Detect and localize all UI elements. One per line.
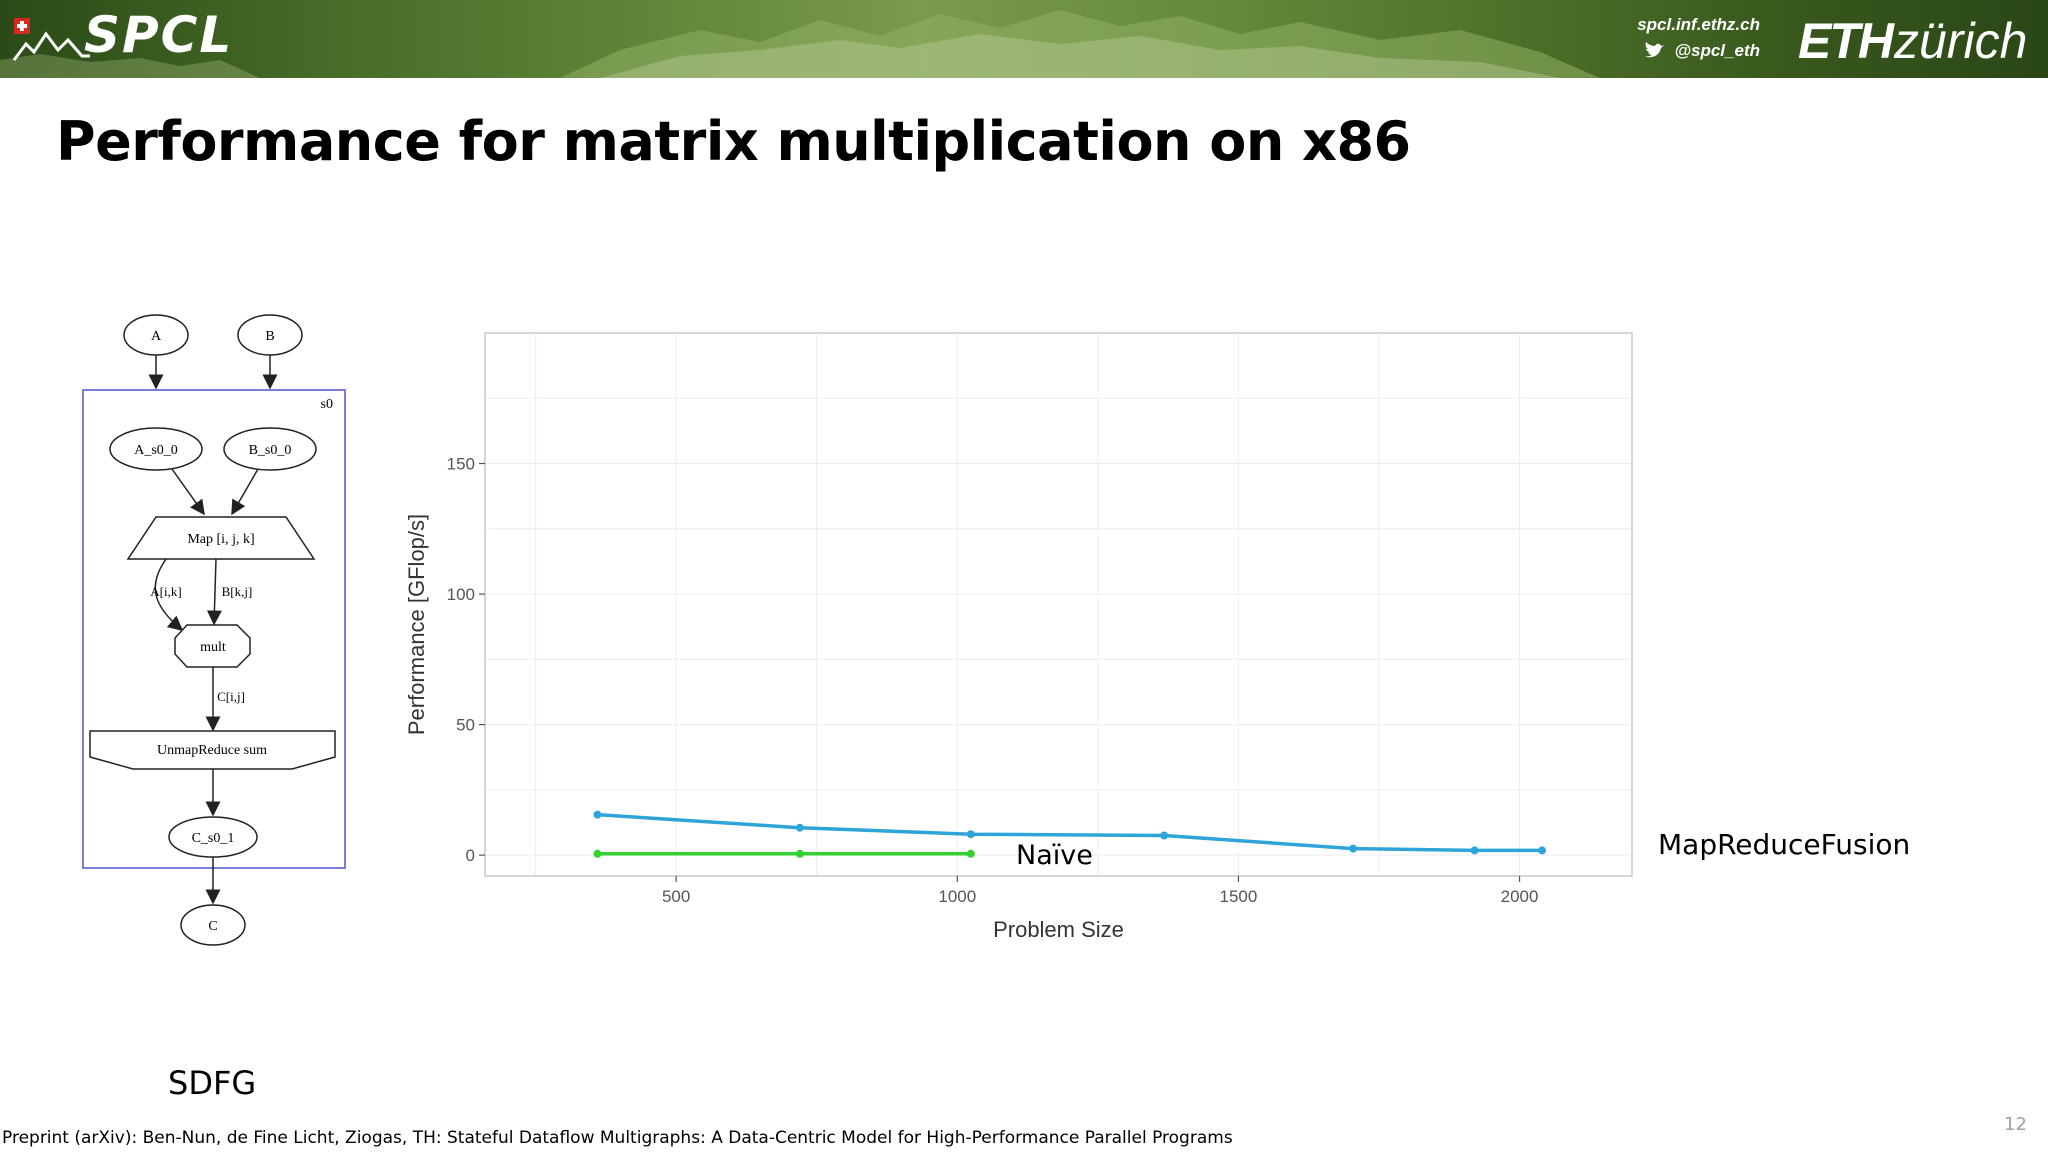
axis-ticks: 500 1000 1500 2000 0 50 100 150 bbox=[447, 455, 1539, 906]
unmap-reduce-node bbox=[89, 730, 336, 770]
sdfg-diagram: s0 A B A_s0_0 B_s0_0 Map [i, j, k] A[i,k… bbox=[82, 314, 346, 946]
data-point bbox=[795, 849, 804, 858]
footnote-citation: Preprint (arXiv): Ben-Nun, de Fine Licht… bbox=[2, 1128, 1233, 1148]
node-c-s0-label: C_s0_1 bbox=[192, 831, 235, 846]
data-series bbox=[593, 810, 1547, 858]
series-label-naive: Naïve bbox=[1016, 840, 1093, 871]
y-tick-label: 150 bbox=[447, 455, 475, 474]
chart-grid bbox=[485, 332, 1632, 876]
page-number: 12 bbox=[2004, 1114, 2027, 1135]
data-point bbox=[593, 849, 602, 858]
node-b-s0 bbox=[223, 427, 317, 471]
slide-title: Performance for matrix multiplication on… bbox=[56, 110, 1411, 173]
twitter-handle[interactable]: @spcl_eth bbox=[1642, 41, 1760, 61]
spcl-mountain-logo bbox=[12, 18, 90, 61]
node-b-label: B bbox=[265, 329, 274, 344]
data-point bbox=[593, 810, 602, 819]
y-tick-label: 50 bbox=[456, 716, 475, 735]
node-a-s0 bbox=[109, 427, 203, 471]
data-point bbox=[1538, 846, 1547, 855]
y-axis-label: Performance [GFlop/s] bbox=[404, 514, 429, 735]
map-entry-node bbox=[126, 516, 316, 560]
y-tick-label: 100 bbox=[447, 585, 475, 604]
data-point bbox=[795, 823, 804, 832]
performance-chart: 500 1000 1500 2000 0 50 100 150 Problem Size Pe… bbox=[404, 332, 1633, 942]
edge-a-label: A[i,k] bbox=[150, 584, 181, 599]
sdfg-caption: SDFG bbox=[168, 1064, 257, 1102]
data-point bbox=[1349, 844, 1358, 853]
state-box bbox=[82, 389, 346, 869]
header-banner: SPCL spcl.inf.ethz.ch @spcl_eth ETHzüric… bbox=[0, 0, 2048, 78]
edge-b-label: B[k,j] bbox=[222, 584, 253, 599]
x-tick-label: 1500 bbox=[1220, 887, 1258, 906]
plot-panel bbox=[484, 332, 1633, 877]
x-tick-label: 2000 bbox=[1501, 887, 1539, 906]
map-entry-label: Map [i, j, k] bbox=[187, 532, 254, 547]
spcl-logo-text[interactable]: SPCL bbox=[84, 6, 234, 64]
eth-logo-light: zürich bbox=[1894, 13, 2028, 69]
twitter-handle-text: @spcl_eth bbox=[1674, 41, 1760, 60]
unmap-reduce-label: UnmapReduce sum bbox=[157, 743, 267, 758]
state-label: s0 bbox=[321, 397, 333, 412]
tasklet-node bbox=[174, 624, 251, 668]
mountain-banner-image bbox=[0, 10, 1600, 78]
y-tick-label: 0 bbox=[466, 846, 475, 865]
edge-c-label: C[i,j] bbox=[217, 689, 245, 704]
data-point bbox=[966, 849, 975, 858]
node-a-label: A bbox=[151, 329, 162, 344]
x-tick-label: 1000 bbox=[938, 887, 976, 906]
data-point bbox=[1160, 831, 1169, 840]
node-c-label: C bbox=[208, 919, 217, 934]
data-point bbox=[1470, 846, 1479, 855]
twitter-bird-icon bbox=[1644, 42, 1665, 58]
x-tick-label: 500 bbox=[662, 887, 690, 906]
eth-zurich-logo[interactable]: ETHzürich bbox=[1798, 12, 2027, 70]
node-c bbox=[180, 904, 246, 946]
eth-logo-bold: ETH bbox=[1798, 13, 1894, 69]
x-axis-label: Problem Size bbox=[993, 917, 1124, 942]
node-b-s0-label: B_s0_0 bbox=[249, 443, 292, 458]
node-a-s0-label: A_s0_0 bbox=[134, 443, 178, 458]
site-link[interactable]: spcl.inf.ethz.ch bbox=[1637, 15, 1760, 34]
series-label-mapreducefusion: MapReduceFusion bbox=[1658, 828, 1911, 861]
tasklet-label: mult bbox=[200, 640, 226, 655]
data-point bbox=[966, 830, 975, 839]
